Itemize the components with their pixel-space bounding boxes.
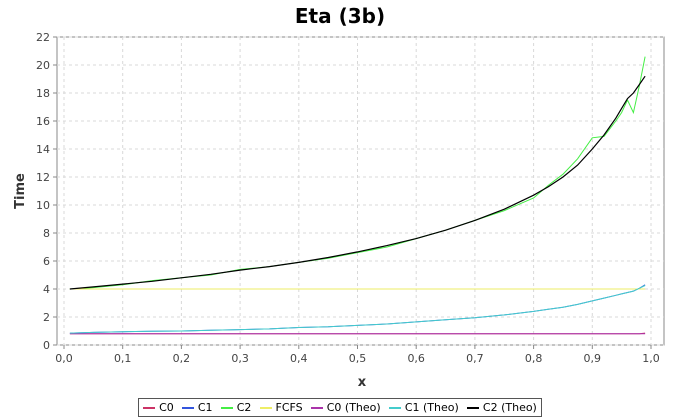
x-tick-label: 0,8 (525, 352, 543, 365)
y-tick-label: 18 (36, 87, 50, 100)
y-tick-label: 2 (43, 311, 50, 324)
legend-label: C2 (236, 401, 252, 414)
x-tick-label: 0,4 (290, 352, 308, 365)
legend-item-c2-theo: C2 (Theo) (466, 401, 537, 414)
legend-swatch (466, 406, 479, 409)
axis-ticks: 0 2 4 6 8 10 12 14 16 18 20 22 0,0 0,1 0,2 0,3 0,4 0,5 0,6… (36, 31, 660, 365)
x-axis-title: x (358, 375, 367, 390)
y-tick-label: 8 (43, 227, 50, 240)
x-tick-label: 0,0 (55, 352, 73, 365)
y-tick-label: 16 (36, 115, 50, 128)
series-line-c2-theo (69, 75, 646, 290)
x-tick-label: 0,9 (584, 352, 602, 365)
y-axis-title: Time (13, 173, 28, 209)
chart-plot: 0 2 4 6 8 10 12 14 16 18 20 22 0,0 0,1 0,2 0,3 0,4 0,5 0,6… (13, 31, 665, 390)
x-tick-label: 0,7 (466, 352, 484, 365)
y-tick-label: 0 (43, 339, 50, 352)
legend-item-c1: C1 (181, 401, 213, 414)
legend: C0 C1 C2 FCFS C0 (Theo) C1 (Theo) C2 (Theo) (138, 398, 542, 417)
y-tick-label: 4 (43, 283, 50, 296)
plot-area (56, 36, 665, 346)
y-tick-label: 10 (36, 199, 50, 212)
legend-item-c0-theo: C0 (Theo) (310, 401, 381, 414)
legend-label: C2 (Theo) (482, 401, 537, 414)
series-lines (69, 56, 646, 335)
x-tick-label: 1,0 (642, 352, 660, 365)
legend-swatch (181, 406, 194, 409)
legend-swatch (388, 406, 401, 409)
x-tick-label: 0,5 (349, 352, 367, 365)
legend-swatch (310, 406, 323, 409)
legend-swatch (259, 406, 272, 409)
legend-swatch (220, 406, 233, 409)
x-tick-label: 0,3 (231, 352, 249, 365)
legend-label: FCFS (275, 401, 303, 414)
legend-item-c1-theo: C1 (Theo) (388, 401, 459, 414)
y-tick-label: 12 (36, 171, 50, 184)
legend-label: C1 (197, 401, 213, 414)
x-tick-label: 0,2 (173, 352, 191, 365)
x-tick-label: 0,6 (407, 352, 425, 365)
y-tick-label: 22 (36, 31, 50, 44)
legend-label: C0 (Theo) (326, 401, 381, 414)
legend-item-c0: C0 (143, 401, 174, 414)
legend-swatch (143, 406, 156, 409)
chart-title: Eta (3b) (294, 4, 386, 28)
legend-item-c2: C2 (220, 401, 252, 414)
legend-label: C1 (Theo) (404, 401, 459, 414)
y-tick-label: 6 (43, 255, 50, 268)
legend-label: C0 (159, 401, 174, 414)
y-tick-label: 14 (36, 143, 50, 156)
series-line-c1-theo (69, 285, 646, 334)
x-tick-label: 0,1 (114, 352, 132, 365)
y-tick-label: 20 (36, 59, 50, 72)
legend-item-fcfs: FCFS (259, 401, 303, 414)
